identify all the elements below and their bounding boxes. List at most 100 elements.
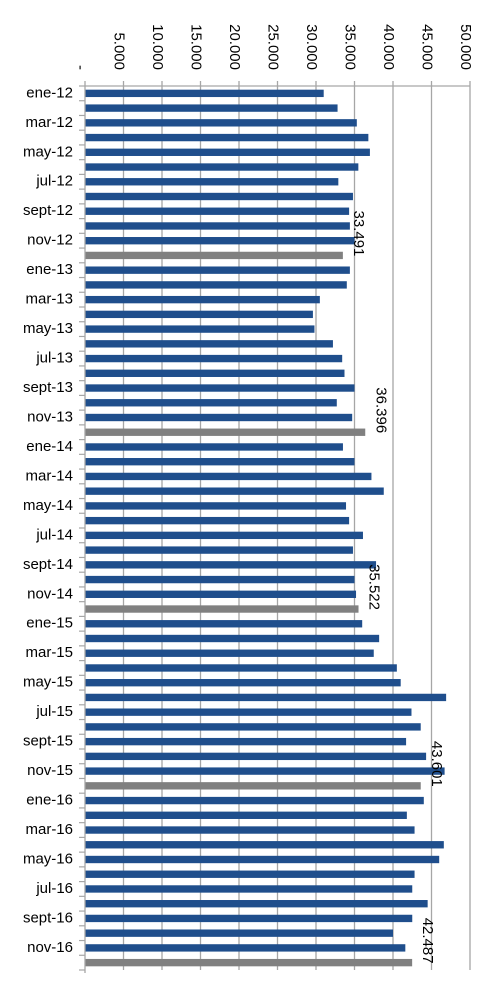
category-label: ene-12 bbox=[26, 84, 73, 101]
category-label: ene-14 bbox=[26, 438, 73, 455]
month-bar bbox=[85, 561, 377, 569]
tick-label: 5.000 bbox=[111, 32, 128, 70]
category-label: may-14 bbox=[23, 497, 73, 514]
month-bar bbox=[85, 693, 447, 702]
month-bar bbox=[85, 752, 427, 761]
month-bar bbox=[85, 914, 413, 923]
category-label: sept-12 bbox=[23, 202, 73, 219]
month-bar bbox=[85, 944, 406, 952]
month-bar bbox=[85, 295, 320, 304]
month-bar bbox=[85, 796, 424, 805]
tick-label: 15.000 bbox=[188, 24, 205, 70]
category-label: jul-15 bbox=[35, 703, 73, 720]
category-label: ene-13 bbox=[26, 261, 73, 278]
category-label: may-13 bbox=[23, 320, 73, 337]
tick-label: 10.000 bbox=[149, 24, 166, 70]
month-bar bbox=[85, 192, 353, 201]
month-bar bbox=[85, 811, 407, 819]
category-label: mar-13 bbox=[25, 291, 73, 308]
month-bar bbox=[85, 119, 357, 127]
month-bar bbox=[85, 443, 343, 451]
month-bar bbox=[85, 841, 444, 849]
category-label: may-16 bbox=[23, 850, 73, 867]
category-label: may-12 bbox=[23, 143, 73, 160]
data-label: 42.487 bbox=[419, 918, 436, 964]
month-bar bbox=[85, 767, 445, 775]
month-bar bbox=[85, 516, 350, 525]
category-label: may-15 bbox=[23, 674, 73, 691]
month-bar bbox=[85, 723, 421, 731]
month-bar bbox=[85, 546, 353, 554]
tick-label: 25.000 bbox=[265, 24, 282, 70]
category-label: nov-15 bbox=[27, 762, 73, 779]
data-label: 35.522 bbox=[366, 564, 383, 610]
gridlines bbox=[122, 86, 471, 970]
month-bar bbox=[85, 664, 397, 672]
category-label: nov-16 bbox=[27, 939, 73, 956]
category-label: sept-15 bbox=[23, 733, 73, 750]
tick-label: 35.000 bbox=[342, 24, 359, 70]
month-bar bbox=[85, 885, 413, 893]
axes bbox=[79, 81, 471, 973]
month-bar bbox=[85, 163, 359, 171]
average-bar bbox=[85, 251, 343, 260]
month-bar bbox=[85, 531, 363, 540]
month-bar bbox=[85, 502, 347, 510]
category-label: jul-13 bbox=[35, 350, 73, 367]
category-label: mar-16 bbox=[25, 821, 73, 838]
month-bar bbox=[85, 870, 415, 878]
tick-label: 45.000 bbox=[419, 24, 436, 70]
month-bar bbox=[85, 148, 370, 156]
average-bar bbox=[85, 605, 359, 613]
tick-labels: - 5.000 10.000 15.000 20.000 25.000 30.000 35.0… bbox=[72, 24, 474, 70]
month-bar bbox=[85, 679, 401, 687]
month-bar bbox=[85, 104, 338, 112]
month-bar bbox=[85, 281, 347, 289]
month-bar bbox=[85, 310, 313, 319]
month-bar bbox=[85, 399, 337, 407]
tick-label: 40.000 bbox=[380, 24, 397, 70]
tick-label: 50.000 bbox=[457, 24, 474, 70]
month-bar bbox=[85, 620, 363, 628]
month-bar bbox=[85, 369, 345, 377]
month-bar bbox=[85, 458, 355, 466]
month-bar bbox=[85, 384, 355, 392]
average-bar bbox=[85, 428, 366, 436]
category-label: mar-14 bbox=[25, 467, 73, 484]
category-label: mar-15 bbox=[25, 644, 73, 661]
month-bar bbox=[85, 325, 315, 333]
category-label: nov-13 bbox=[27, 408, 73, 425]
month-bar bbox=[85, 649, 374, 657]
month-bar bbox=[85, 826, 415, 834]
month-bar bbox=[85, 266, 350, 274]
month-bar bbox=[85, 354, 343, 363]
data-labels: 33.491 36.396 35.522 43.601 42.487 bbox=[350, 210, 445, 963]
average-bar bbox=[85, 958, 413, 967]
month-bar bbox=[85, 472, 372, 481]
category-label: jul-16 bbox=[35, 880, 73, 897]
category-label: jul-12 bbox=[35, 173, 73, 190]
average-bar bbox=[85, 782, 421, 790]
month-bar bbox=[85, 737, 407, 746]
data-label: 43.601 bbox=[428, 741, 445, 787]
category-label: mar-12 bbox=[25, 114, 73, 131]
category-labels: ene-12 mar-12 may-12 jul-12 sept-12 nov-12 ene… bbox=[23, 84, 73, 956]
category-label: jul-14 bbox=[35, 526, 73, 543]
bars bbox=[85, 89, 447, 967]
category-label: sept-14 bbox=[23, 556, 73, 573]
month-bar bbox=[85, 178, 339, 186]
tick-label: 20.000 bbox=[226, 24, 243, 70]
month-bar bbox=[85, 133, 369, 142]
category-label: nov-12 bbox=[27, 232, 73, 249]
month-bar bbox=[85, 207, 350, 215]
tick-label: - bbox=[72, 65, 89, 70]
tick-label: 30.000 bbox=[303, 24, 320, 70]
month-bar bbox=[85, 413, 353, 422]
month-bar bbox=[85, 855, 440, 864]
month-bar bbox=[85, 237, 355, 245]
data-label: 36.396 bbox=[372, 387, 389, 433]
month-bar bbox=[85, 222, 350, 230]
month-bar bbox=[85, 900, 428, 908]
data-label: 33.491 bbox=[350, 210, 367, 256]
